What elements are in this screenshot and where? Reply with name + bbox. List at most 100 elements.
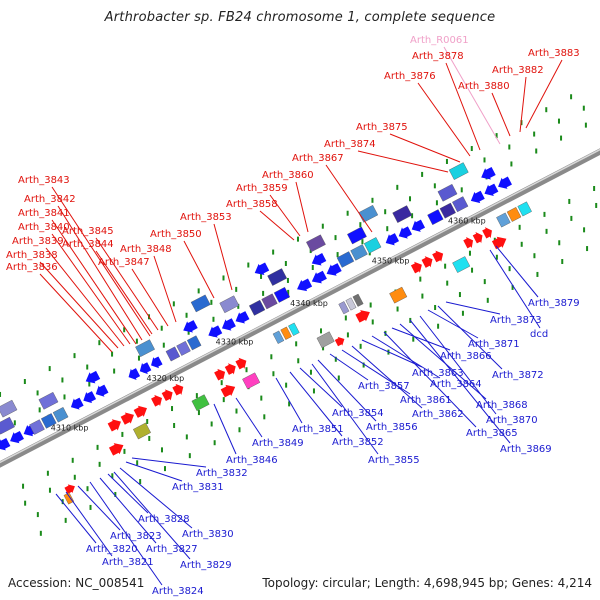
label-leader-line <box>371 335 441 379</box>
gene-label[interactable]: Arth_3866 <box>440 351 492 362</box>
forward-gene-box <box>316 331 335 349</box>
gene-label[interactable]: Arth_3852 <box>332 437 384 448</box>
gene-label[interactable]: Arth_3862 <box>412 409 464 420</box>
label-leader-line <box>183 240 215 299</box>
gene-label[interactable]: Arth_R0061 <box>410 35 469 46</box>
tick-mark <box>160 325 163 331</box>
gene-label[interactable]: Arth_3873 <box>490 315 542 326</box>
tick-mark <box>24 500 27 506</box>
gene-label[interactable]: Arth_3882 <box>492 65 544 76</box>
gene-label[interactable]: Arth_3846 <box>226 455 278 466</box>
tick-mark <box>346 332 349 338</box>
tick-mark <box>412 336 415 342</box>
gene-label[interactable]: Arth_3845 <box>62 226 114 237</box>
gene-label[interactable]: Arth_3856 <box>366 422 418 433</box>
label-leader-line <box>269 194 301 237</box>
tick-mark <box>582 105 585 111</box>
gene-label[interactable]: Arth_3820 <box>86 544 138 555</box>
gene-label[interactable]: Arth_3828 <box>138 514 190 525</box>
reverse-gene-box <box>38 391 59 410</box>
gene-label[interactable]: Arth_3868 <box>476 400 528 411</box>
gene-label[interactable]: Arth_3841 <box>18 208 70 219</box>
gene-label[interactable]: Arth_3875 <box>356 122 408 133</box>
gene-label[interactable]: Arth_3878 <box>412 51 464 62</box>
gene-label[interactable]: Arth_3861 <box>400 395 452 406</box>
tick-mark <box>48 366 51 372</box>
gene-label[interactable]: Arth_3849 <box>252 438 304 449</box>
gene-label[interactable]: Arth_3850 <box>150 229 202 240</box>
tick-mark <box>486 297 489 303</box>
label-leader-line <box>495 245 539 298</box>
reverse-gene-box <box>248 299 266 316</box>
gene-label[interactable]: Arth_3848 <box>120 244 172 255</box>
tick-mark <box>384 209 387 215</box>
tick-mark <box>111 351 114 357</box>
gene-label[interactable]: Arth_3879 <box>528 298 580 309</box>
gene-label[interactable]: Arth_3847 <box>98 257 150 268</box>
reverse-gene-box <box>40 413 57 429</box>
gene-label[interactable]: Arth_3830 <box>182 529 234 540</box>
label-leader-line <box>125 461 183 482</box>
gene-label[interactable]: Arth_3840 <box>18 222 70 233</box>
tick-mark <box>344 315 347 321</box>
scale-label: 4320 kbp <box>147 374 185 383</box>
tick-mark <box>495 133 498 139</box>
gene-label[interactable]: Arth_3827 <box>146 544 198 555</box>
gene-label[interactable]: Arth_3842 <box>24 194 76 205</box>
tick-mark <box>362 362 365 368</box>
gene-label[interactable]: Arth_3823 <box>110 531 162 542</box>
reverse-gene-arrow <box>208 325 223 338</box>
label-leader-line <box>213 403 237 455</box>
gene-label[interactable]: Arth_3867 <box>292 153 344 164</box>
reverse-gene-box <box>427 209 444 226</box>
gene-label[interactable]: Arth_3871 <box>468 339 520 350</box>
gene-label[interactable]: Arth_3836 <box>6 262 58 273</box>
gene-label[interactable]: Arth_3824 <box>152 586 204 597</box>
forward-gene-box <box>345 297 357 311</box>
gene-label[interactable]: Arth_3851 <box>292 424 344 435</box>
gene-label[interactable]: Arth_3855 <box>368 455 420 466</box>
tick-mark <box>23 379 26 385</box>
tick-mark <box>185 434 188 440</box>
label-leader-line <box>51 219 137 345</box>
tick-mark <box>222 275 225 281</box>
label-leader-line <box>445 301 501 315</box>
gene-label[interactable]: Arth_3876 <box>384 71 436 82</box>
tick-mark <box>361 239 364 245</box>
reverse-gene-arrow <box>85 370 101 384</box>
reverse-gene-arrow <box>398 226 413 239</box>
gene-label[interactable]: Arth_3843 <box>18 175 70 186</box>
gene-label[interactable]: dcd <box>530 329 548 340</box>
reverse-gene-box <box>363 237 382 254</box>
gene-label[interactable]: Arth_3854 <box>332 408 384 419</box>
gene-label[interactable]: Arth_3864 <box>430 379 482 390</box>
gene-label[interactable]: Arth_3853 <box>180 212 232 223</box>
tick-mark <box>173 423 176 429</box>
gene-label[interactable]: Arth_3838 <box>6 250 58 261</box>
gene-label[interactable]: Arth_3821 <box>102 557 154 568</box>
gene-label[interactable]: Arth_3865 <box>466 428 518 439</box>
gene-label[interactable]: Arth_3832 <box>196 468 248 479</box>
tick-mark <box>433 183 436 189</box>
gene-label[interactable]: Arth_3880 <box>458 81 510 92</box>
gene-label[interactable]: Arth_3870 <box>486 415 538 426</box>
gene-label[interactable]: Arth_3831 <box>172 482 224 493</box>
tick-mark <box>88 381 91 387</box>
gene-label[interactable]: Arth_3874 <box>324 139 376 150</box>
tick-mark <box>595 202 598 208</box>
gene-label[interactable]: Arth_3872 <box>492 370 544 381</box>
gene-label[interactable]: Arth_3860 <box>262 170 314 181</box>
gene-label[interactable]: Arth_3839 <box>12 236 64 247</box>
tick-mark <box>285 382 288 388</box>
forward-gene-arrow <box>432 250 444 263</box>
forward-gene-box <box>389 286 408 304</box>
gene-label[interactable]: Arth_3859 <box>236 183 288 194</box>
scale-label: 4330 kbp <box>216 338 254 347</box>
gene-label[interactable]: Arth_3829 <box>180 560 232 571</box>
gene-label[interactable]: Arth_3857 <box>358 381 410 392</box>
gene-label[interactable]: Arth_3863 <box>412 368 464 379</box>
gene-label[interactable]: Arth_3869 <box>500 444 552 455</box>
gene-label[interactable]: Arth_3844 <box>62 239 114 250</box>
gene-label[interactable]: Arth_3883 <box>528 48 580 59</box>
gene-label[interactable]: Arth_3858 <box>226 199 278 210</box>
